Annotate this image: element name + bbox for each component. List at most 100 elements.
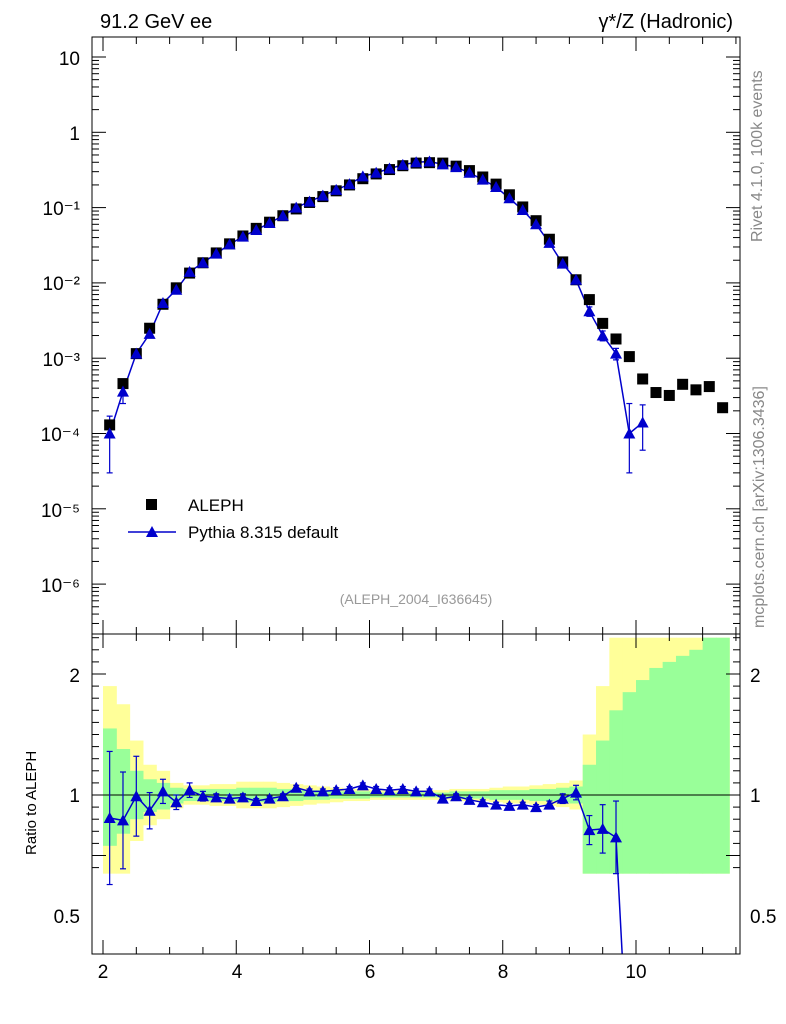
mc-point [436, 158, 449, 170]
ratio-mc-line [109, 784, 623, 954]
mc-point [596, 329, 609, 341]
aleph-data-point [703, 381, 715, 393]
mc-point [263, 216, 276, 228]
main-panel: 10 1 10⁻¹ 10⁻² 10⁻³ 10⁻⁴ 10⁻⁵ 10⁻⁶ ALEPH… [41, 36, 741, 635]
ratio-mc-point [556, 792, 569, 804]
ratio-ytick-label: 1 [69, 786, 80, 807]
main-ytick-label: 10⁻² [43, 274, 81, 295]
mc-point [143, 327, 156, 339]
aleph-data-point [637, 373, 649, 385]
ratio-mc-point [410, 785, 423, 797]
ratio-mc-point [516, 798, 529, 810]
ratio-mc-point [143, 804, 156, 816]
ratio-mc-point [450, 790, 463, 802]
legend-label-mc: Pythia 8.315 default [188, 523, 339, 542]
ratio-mc-point [436, 792, 449, 804]
ratio-mc-point [290, 781, 303, 793]
mc-point [303, 195, 316, 207]
aleph-data-point [623, 351, 635, 363]
ratio-ytick-label-right: 1 [750, 786, 761, 807]
ratio-mc-point [183, 784, 196, 796]
analysis-id-label: (ALEPH_2004_I636645) [340, 591, 493, 607]
ratio-mc-point [423, 785, 436, 797]
main-ytick-label: 10⁻⁴ [41, 425, 80, 446]
main-ytick-label: 10⁻⁵ [41, 501, 80, 522]
mc-point [383, 162, 396, 174]
mc-point [610, 347, 623, 359]
ratio-mc-point [250, 795, 263, 807]
mc-point [423, 155, 436, 167]
ratio-ytick-label: 0.5 [54, 907, 80, 928]
ratio-mc-point [196, 790, 209, 802]
legend: ALEPH Pythia 8.315 default [128, 496, 339, 542]
mc-point [623, 427, 636, 439]
ratio-mc-point [263, 792, 276, 804]
ratio-ytick-label-right: 0.5 [750, 907, 776, 928]
mc-point [556, 257, 569, 269]
mc-point [183, 265, 196, 277]
mc-point [356, 170, 369, 182]
ratio-plot-frame [91, 633, 741, 955]
ratio-mc-point [610, 831, 623, 843]
ratio-mc-point [343, 782, 356, 794]
main-ytick-label: 10⁻⁶ [41, 576, 80, 597]
mc-point [223, 238, 236, 250]
mc-point [210, 247, 223, 259]
mc-point [196, 256, 209, 268]
ratio-mc-point [490, 798, 503, 810]
ratio-mc-point [116, 814, 129, 826]
main-ytick-label: 10⁻¹ [43, 199, 81, 220]
mc-point [543, 236, 556, 248]
ratio-inner-band-segment [609, 710, 624, 874]
mc-point [530, 218, 543, 230]
x-tick-label: 4 [232, 962, 243, 983]
ratio-inner-band-segment [662, 661, 677, 874]
ratio-mc-point [303, 785, 316, 797]
ratio-mc-point [503, 799, 516, 811]
ratio-ylabel: Ratio to ALEPH [23, 751, 40, 855]
mc-point [290, 201, 303, 213]
ratio-mc-point [130, 790, 143, 802]
ratio-mc-point [236, 791, 249, 803]
mc-series-line [108, 160, 644, 435]
mc-point [156, 297, 169, 309]
mc-point [503, 192, 516, 204]
mc-point [236, 230, 249, 242]
ratio-inner-band-segment [636, 680, 650, 874]
mc-point [396, 158, 409, 170]
header-left-title: 91.2 GeV ee [100, 11, 212, 33]
mc-point [476, 173, 489, 185]
mc-point [343, 178, 356, 190]
mc-point [463, 166, 476, 178]
ratio-inner-band-segment [649, 667, 664, 874]
ratio-mc-point [103, 811, 116, 823]
ratio-mc-point [356, 779, 369, 791]
ratio-mc-point [583, 824, 596, 836]
aleph-data-point [663, 389, 675, 401]
mc-point [636, 416, 649, 428]
mc-point [130, 347, 143, 359]
x-tick-label: 10 [625, 962, 646, 983]
legend-marker-mc [146, 526, 158, 537]
ratio-mc-point [530, 801, 543, 813]
header-right-title: γ*/Z (Hadronic) [599, 11, 733, 33]
ratio-mc-point [383, 784, 396, 796]
mc-point [276, 209, 289, 221]
main-ytick-label: 10⁻³ [43, 350, 81, 371]
x-tick-label: 2 [98, 962, 109, 983]
mc-point [410, 156, 423, 168]
aleph-data-point [104, 419, 116, 431]
ratio-mc-point [463, 793, 476, 805]
ratio-mc-point [170, 796, 183, 808]
main-plot-frame [91, 36, 741, 635]
ratio-ytick-label: 2 [69, 666, 80, 687]
mc-point [316, 189, 329, 201]
mc-point [116, 385, 129, 397]
mc-point [250, 223, 263, 235]
legend-label-data: ALEPH [188, 496, 244, 515]
mc-point [450, 161, 463, 173]
rivet-version-label: Rivet 4.1.0, 100k events [749, 70, 766, 242]
ratio-mc-point [330, 784, 343, 796]
main-ytick-label: 1 [69, 124, 80, 145]
